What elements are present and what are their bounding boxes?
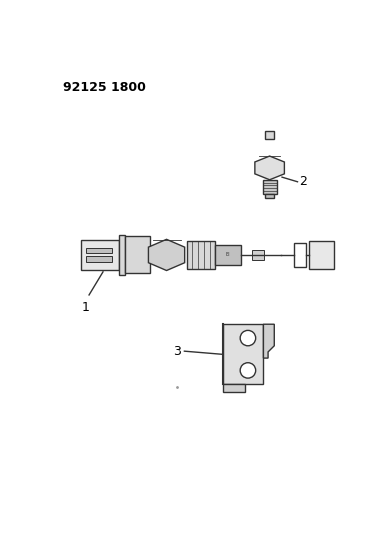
Bar xyxy=(86,248,112,253)
Text: 92125 1800: 92125 1800 xyxy=(63,81,145,94)
Bar xyxy=(86,256,112,262)
Bar xyxy=(294,243,306,267)
Bar xyxy=(215,245,241,265)
Circle shape xyxy=(240,330,256,346)
Polygon shape xyxy=(255,156,284,180)
Text: 3: 3 xyxy=(174,345,181,358)
Polygon shape xyxy=(149,239,185,271)
Text: 2: 2 xyxy=(299,175,307,188)
Circle shape xyxy=(240,363,256,378)
Bar xyxy=(223,324,263,384)
Bar xyxy=(265,193,274,198)
Text: EI: EI xyxy=(226,253,230,257)
Bar xyxy=(81,239,119,270)
Bar xyxy=(187,241,215,269)
Polygon shape xyxy=(263,324,274,358)
Text: 1: 1 xyxy=(82,301,90,314)
Bar xyxy=(262,180,277,193)
Bar xyxy=(125,237,149,273)
Bar xyxy=(119,235,125,275)
Bar xyxy=(252,249,264,260)
Bar xyxy=(223,384,245,392)
Bar xyxy=(265,131,274,139)
Bar xyxy=(309,241,334,269)
